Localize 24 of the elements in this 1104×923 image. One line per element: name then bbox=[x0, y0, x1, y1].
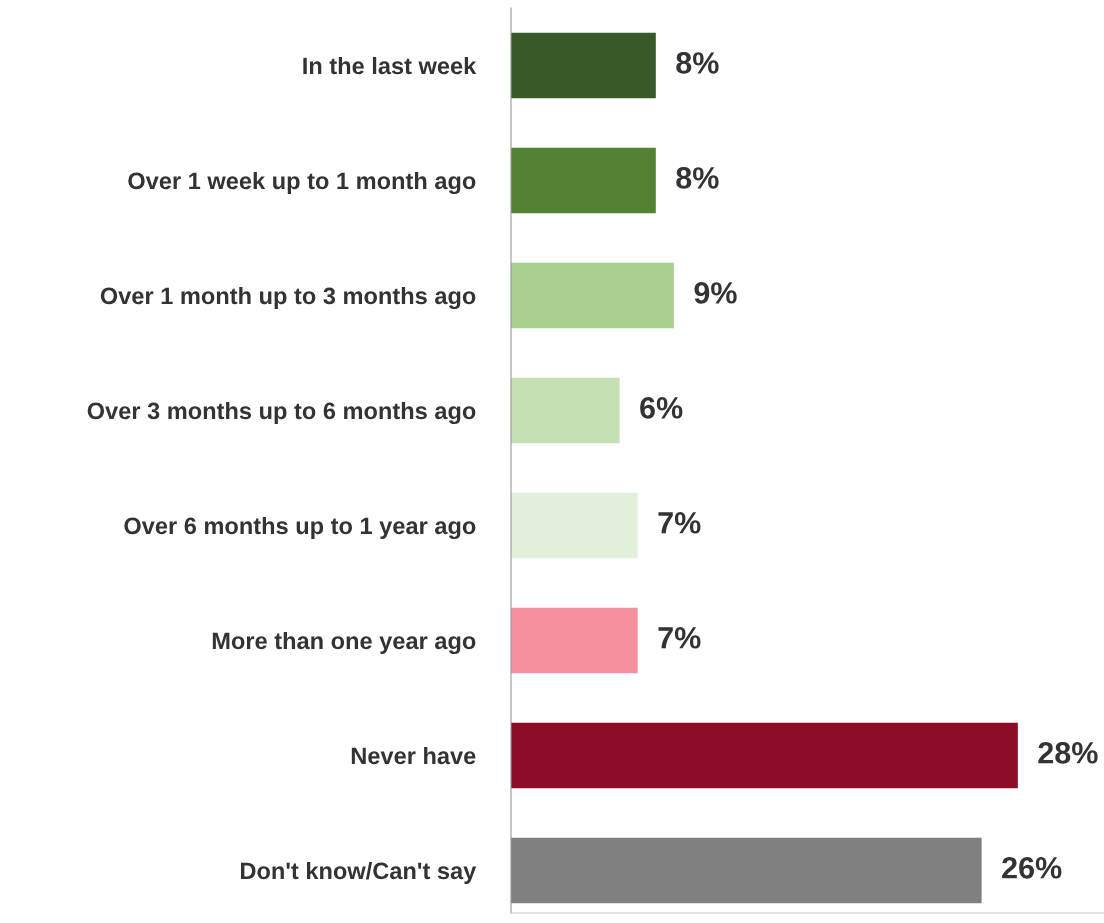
bar bbox=[511, 492, 638, 559]
bar bbox=[511, 607, 638, 674]
bar bbox=[511, 722, 1018, 789]
y-tick-label: In the last week bbox=[303, 56, 477, 75]
y-tick-label: Over 3 months up to 6 months ago bbox=[87, 401, 476, 425]
data-label: 26% bbox=[1002, 857, 1062, 879]
bar bbox=[511, 837, 982, 904]
data-label: 7% bbox=[658, 627, 701, 649]
bar bbox=[511, 32, 656, 99]
bar bbox=[511, 262, 674, 329]
y-tick-label: More than one year ago bbox=[212, 631, 476, 655]
y-tick-label: Over 6 months up to 1 year ago bbox=[124, 516, 476, 540]
data-label: 6% bbox=[640, 397, 683, 419]
y-tick-label: Over 1 week up to 1 month ago bbox=[128, 171, 476, 195]
y-tick-label: Don't know/Can't say bbox=[241, 861, 477, 884]
bar bbox=[511, 377, 620, 444]
data-label: 28% bbox=[1038, 742, 1098, 764]
y-tick-label: Never have bbox=[351, 746, 476, 765]
y-tick-label: Over 1 month up to 3 months ago bbox=[100, 286, 476, 310]
data-label: 9% bbox=[694, 282, 737, 304]
data-label: 7% bbox=[658, 512, 701, 534]
bar bbox=[511, 147, 656, 214]
data-label: 8% bbox=[676, 167, 719, 189]
data-label: 8% bbox=[676, 52, 719, 74]
